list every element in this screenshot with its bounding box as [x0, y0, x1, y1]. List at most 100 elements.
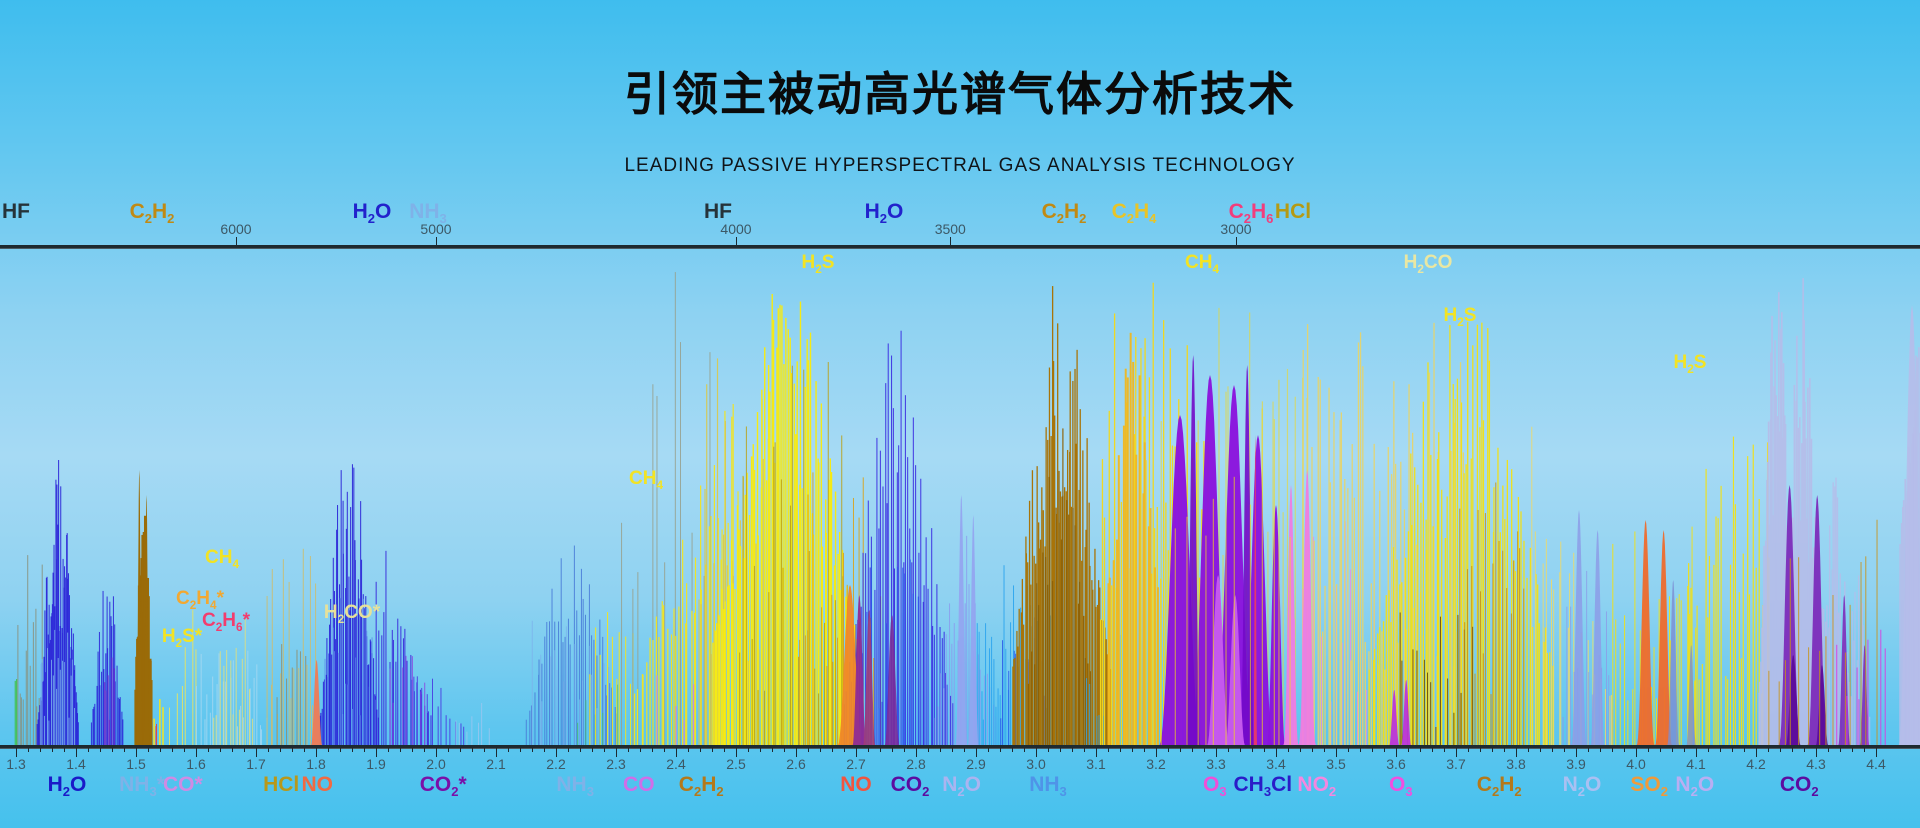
bottom-axis-tick — [1516, 748, 1517, 757]
bottom-axis-tick — [208, 748, 209, 752]
bottom-axis-tick — [784, 748, 785, 752]
molecule-label-bottom: CO2 — [890, 773, 930, 800]
molecule-label-top: C2H2 — [1041, 200, 1087, 227]
spectral-line-band — [389, 655, 426, 745]
bottom-axis-tick — [1156, 748, 1157, 757]
bottom-axis-tick — [520, 748, 521, 752]
bottom-tick-label: 2.1 — [486, 756, 506, 772]
spectral-band-envelope — [884, 615, 900, 745]
bottom-axis-tick — [328, 748, 329, 752]
spectral-band-envelope — [135, 470, 143, 745]
molecule-label-bottom: C2H2 — [1476, 773, 1522, 800]
bottom-axis-tick — [964, 748, 965, 752]
bottom-axis-tick — [364, 748, 365, 752]
bottom-axis-tick — [256, 748, 257, 757]
bottom-axis-tick — [388, 748, 389, 752]
bottom-axis-tick — [700, 748, 701, 752]
bottom-tick-label: 2.5 — [726, 756, 746, 772]
spectral-band-envelope — [1655, 530, 1672, 745]
molecule-label-inline: C2H4* — [176, 588, 224, 612]
bottom-axis-tick — [1132, 748, 1133, 752]
spectral-line-band — [153, 699, 164, 745]
bottom-axis-tick — [856, 748, 857, 757]
bottom-axis-tick — [424, 748, 425, 752]
bottom-axis-tick — [1732, 748, 1733, 752]
bottom-tick-label: 1.9 — [366, 756, 386, 772]
molecule-label-inline: CH4 — [205, 547, 239, 571]
spectral-line-band — [455, 702, 490, 745]
spectral-line-band — [155, 723, 158, 745]
bottom-tick-label: 1.3 — [6, 756, 26, 772]
bottom-tick-label: 2.2 — [546, 756, 566, 772]
molecule-label-bottom: O3 — [1389, 773, 1413, 800]
bottom-axis-tick — [1708, 748, 1709, 752]
bottom-tick-label: 2.3 — [606, 756, 626, 772]
bottom-axis-tick — [652, 748, 653, 752]
top-tick-label: 3500 — [934, 221, 966, 237]
bottom-axis-tick — [1828, 748, 1829, 752]
bottom-axis-tick — [1048, 748, 1049, 752]
bottom-axis-tick — [1456, 748, 1457, 757]
bottom-axis-tick — [748, 748, 749, 752]
bottom-axis-tick — [28, 748, 29, 752]
bottom-axis-tick — [1720, 748, 1721, 752]
spectral-line-band — [656, 675, 695, 745]
bottom-tick-label: 1.6 — [186, 756, 206, 772]
bottom-axis-tick — [1504, 748, 1505, 752]
bottom-axis-tick — [868, 748, 869, 752]
bottom-axis-tick — [544, 748, 545, 752]
bottom-axis-tick — [580, 748, 581, 752]
molecule-label-inline: H2CO* — [323, 602, 381, 626]
molecule-label-inline: H2CO — [1403, 252, 1453, 276]
bottom-axis-tick — [724, 748, 725, 752]
bottom-tick-label: 3.2 — [1146, 756, 1166, 772]
bottom-axis-tick — [1552, 748, 1553, 752]
molecule-label-inline: CH4 — [629, 468, 663, 492]
bottom-axis-tick — [472, 748, 473, 752]
bottom-axis-tick — [760, 748, 761, 752]
bottom-axis-tick — [160, 748, 161, 752]
molecule-label-bottom: C2H2 — [678, 773, 724, 800]
spectral-band-envelope — [1667, 580, 1680, 745]
spectral-band-envelope — [142, 495, 151, 745]
bottom-axis-tick — [448, 748, 449, 752]
spectral-band-envelope — [1786, 655, 1801, 745]
bottom-axis-tick — [640, 748, 641, 752]
bottom-axis-tick — [1420, 748, 1421, 752]
bottom-axis-tick — [1756, 748, 1757, 757]
bottom-axis-tick — [1816, 748, 1817, 757]
spectral-line-band — [213, 617, 253, 745]
spectral-band-envelope — [967, 515, 979, 745]
top-axis-tick — [436, 237, 437, 246]
bottom-axis-tick — [112, 748, 113, 752]
bottom-axis-tick — [1024, 748, 1025, 752]
bottom-axis-tick — [244, 748, 245, 752]
bottom-tick-label: 3.8 — [1506, 756, 1526, 772]
top-tick-label: 5000 — [420, 221, 452, 237]
molecule-label-bottom: O3 — [1203, 773, 1227, 800]
bottom-tick-label: 4.2 — [1746, 756, 1766, 772]
molecule-label-inline: H2S* — [161, 626, 203, 650]
top-axis-tick — [1236, 237, 1237, 246]
bottom-axis-tick — [292, 748, 293, 752]
bottom-axis-tick — [1108, 748, 1109, 752]
molecule-label-top: HF — [704, 200, 732, 223]
bottom-axis-tick — [556, 748, 557, 757]
spectral-band-envelope — [1571, 510, 1587, 745]
spectral-line-band — [712, 293, 859, 745]
bottom-axis-tick — [1036, 748, 1037, 757]
molecule-label-top: HF — [2, 200, 30, 223]
molecule-label-bottom: CO — [623, 773, 655, 796]
page-subtitle: LEADING PASSIVE HYPERSPECTRAL GAS ANALYS… — [624, 155, 1296, 176]
bottom-axis-tick — [1360, 748, 1361, 752]
bottom-axis-tick — [892, 748, 893, 752]
bottom-axis-tick — [52, 748, 53, 752]
top-axis-line — [0, 245, 1920, 249]
bottom-tick-label: 1.7 — [246, 756, 266, 772]
bottom-axis-tick — [88, 748, 89, 752]
spectral-line-band — [621, 272, 711, 745]
bottom-axis-tick — [988, 748, 989, 752]
spectral-band-envelope — [1207, 575, 1229, 745]
molecule-label-inline: CH4 — [1185, 252, 1219, 276]
